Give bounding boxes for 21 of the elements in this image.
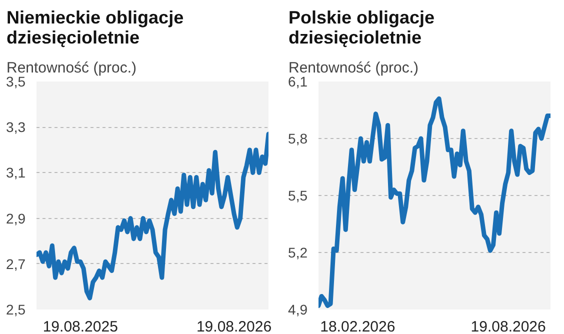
y-tick-label: 2,7: [6, 256, 26, 272]
chart-title: Polskie obligacje dziesięcioletnie: [288, 8, 435, 48]
y-tick-label: 3,3: [6, 119, 26, 136]
x-tick-label: 19.08.2026: [470, 318, 546, 334]
y-tick-label: 5,2: [288, 244, 308, 260]
x-tick-label: 19.08.2025: [42, 318, 118, 334]
line-series: [36, 132, 268, 300]
x-tick-label: 19.08.2026: [196, 318, 272, 334]
y-tick-label: 6,1: [288, 74, 308, 90]
y-tick-label: 5,8: [288, 130, 308, 146]
chart-title: Niemieckie obligacje dziesięcioletnie: [6, 8, 184, 48]
y-tick-label: 2,5: [6, 302, 26, 318]
y-tick-label: 4,9: [288, 302, 308, 318]
chart-subtitle: Rentowność (proc.): [288, 60, 419, 76]
y-tick-label: 5,5: [288, 188, 308, 204]
chart-subtitle: Rentowność (proc.): [6, 60, 137, 76]
y-tick-label: 3,5: [6, 74, 26, 90]
y-tick-label: 3,1: [6, 164, 26, 181]
y-tick-label: 2,9: [6, 210, 26, 226]
line-series: [318, 96, 550, 308]
x-tick-label: 18.02.2026: [320, 318, 396, 334]
